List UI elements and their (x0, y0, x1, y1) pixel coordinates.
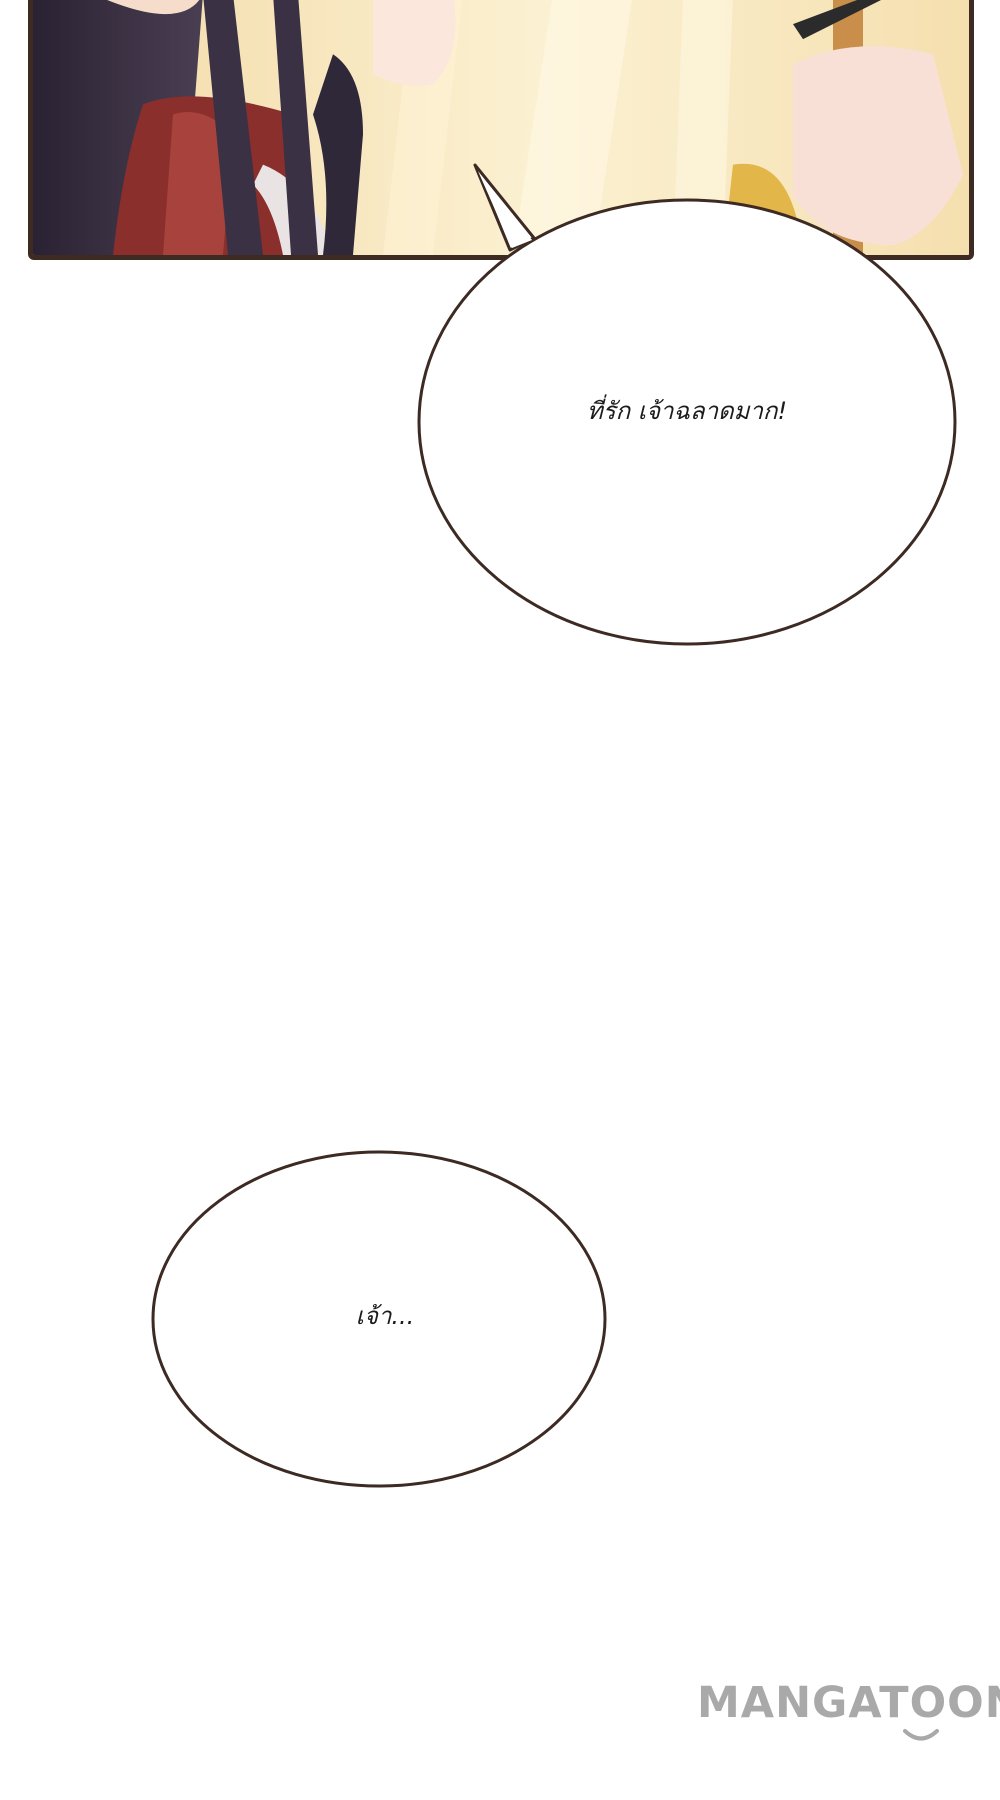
mangatoon-watermark: MANGATOON (697, 1678, 1000, 1758)
panel-artwork (33, 0, 969, 255)
character-robe-fold (163, 111, 233, 255)
character-chin (373, 0, 456, 86)
speech-bubble-1-outline (417, 198, 957, 646)
watermark-text: MANGATOON (697, 1678, 1000, 1728)
character-face (107, 0, 200, 15)
speech-bubble-2-outline (151, 1150, 607, 1488)
character-hand (793, 46, 963, 245)
watermark-smile-icon (903, 1729, 939, 1741)
speech-bubble-2-text: เจ้า... (355, 1302, 415, 1330)
character-hair-strand (313, 54, 363, 255)
character-hair-strand (273, 0, 318, 255)
light-ray (513, 0, 633, 255)
comic-panel-top (28, 0, 974, 260)
light-ray (673, 0, 733, 255)
speech-bubble-1 (417, 163, 957, 646)
speech-bubble-2 (151, 1150, 607, 1488)
speech-bubble-1-text: ที่รัก เจ้าฉลาดมาก! (586, 397, 788, 425)
character-hair-strand (203, 0, 263, 255)
weapon-guard (793, 0, 882, 40)
